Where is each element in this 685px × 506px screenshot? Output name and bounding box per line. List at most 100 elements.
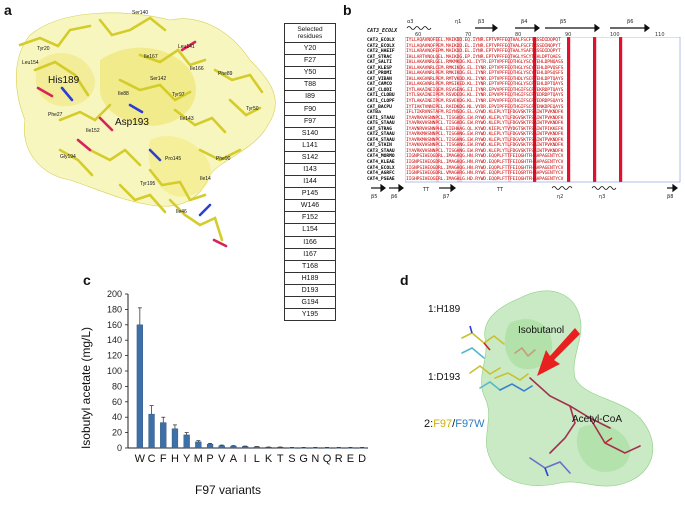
sequence-row: IIGHPSIHEQGERL.IMAGHLG.HD.RYWD.EQQPLFTTF… [406,176,564,182]
f97w-label: F97W [455,418,485,430]
ss-label: β3 [478,19,484,25]
residue-cell: S142 [284,150,336,164]
sequence-name: CAT_KLESP [367,65,392,71]
x-tick-label: C [148,453,156,465]
sequence-row: IYTLSKAINEIPEM.RSVDEDG.KL.IYNR.EPVVPFFEQ… [406,93,564,99]
ss-label: α3 [407,19,413,25]
panel-a-letter: a [4,2,12,18]
residue-cell: I89 [284,90,336,104]
sequence-row: IHLLAKGVNRLPEM.RMSIKED.KL.IYNR.EPTVPFFEQ… [406,82,564,88]
sequence-name: CAT1_CLOPF [367,99,395,105]
sequence-names: CAT3_ECOLX CAT2_ECOLX CAT2_HAEIF CAT_STRAC C… [367,38,395,182]
his189-label: His189 [48,75,80,86]
alignment-highlights [405,37,681,183]
sequence-name: CAT4_KLEAE [367,160,395,166]
sequence-row: IHLLAKGVNRLPEM.RMTVKDD.KL.IYNR.EPTVPFFEQ… [406,76,564,82]
ruler-tick: 70 [465,32,471,38]
sequence-name: CAT2_ECOLX [367,43,395,49]
sequence-name: CAT5_STAAU [367,121,395,127]
residue-cell: W146 [284,199,336,213]
ss-label: TT [422,187,430,193]
x-tick-label: T [277,453,284,465]
x-tick-label: D [358,453,366,465]
bar [230,445,237,449]
ruler-tick: 60 [415,32,421,38]
sequence-row: IYAVRKMHSNNPCL.TISGHNG.EW.RYWD.KLEPLYTLF… [406,137,564,143]
sequence-name: CAT_VIBAN [367,76,392,82]
sequence-name: CAT_BACPU [367,104,392,110]
sequence-row: IHLLAKAVNRLGEL.RMKMKDG.KL.IYTR.EPTVPFFEQ… [406,60,564,66]
residue-cell: I143 [284,162,336,177]
asp193-label: Asp193 [115,117,149,128]
ss-label: β6 [391,194,397,200]
sequence-name: CAT4_PSEAE [367,176,395,182]
ss-label: η2 [557,194,563,200]
secondary-structure-bottom: β5 β6 TT β7 TT η2 η3 β8 [371,184,678,200]
sequence-name: CAT3_ECOLX [367,38,395,43]
residue-label: Leu141 [178,44,195,50]
f97-variant-label: 2:F97/F97W [424,418,485,430]
residue-label: Ser142 [150,76,166,82]
residue-cell: Y20 [284,41,336,56]
sequence-name: CAT2_STAAU [367,132,395,138]
residue-cell: P145 [284,187,336,201]
y-tick-label: 20 [112,428,122,438]
sequence-row: IYAVKKVHSNNPCL.TISGHNG.EW.RYWD.KLEPLYTLF… [406,143,564,149]
bar [148,413,155,449]
d193-label: 1:D193 [428,372,461,383]
x-tick-label: K [265,453,273,465]
residue-label: Ile143 [180,116,194,122]
x-tick-label: Q [323,453,332,465]
sequence-name: CAT4_ECOLX [367,165,395,171]
ruler-tick: 100 [610,32,620,38]
panel-b-letter: b [343,2,352,18]
residue-cell: S140 [284,126,336,140]
sequence-name: CAT4_MORMO [367,154,395,160]
acetyl-coa-label: Acetyl-CoA [572,414,622,425]
sequence-row: IYTLAKAINEIQEM.RSVSENG.EI.IYNR.EPVVPFFEQ… [406,87,564,93]
residue-label: Ile152 [86,128,100,134]
x-tick-label: R [335,453,343,465]
sequence-name: CAT_STRAG [367,126,392,132]
ss-label: β5 [560,19,566,25]
sequence-name: CAT_CAMCO [367,82,392,88]
residue-label: Phe27 [48,112,63,118]
sequence-row: IYAVRKVHSNNPCL.TISGHDG.EW.RYWD.KLEPLYTLF… [406,115,564,121]
x-tick-label: Y [183,453,191,465]
sequence-row: IIGNPSIHEQGDRL.IMAGHQG.HN.RYWD.EQQPLFTTF… [406,154,564,160]
bar [218,445,225,449]
residue-cell: I166 [284,235,336,249]
residue-label: Phe89 [218,71,233,77]
secondary-structure-top: α3 η1 β3 β4 β5 β6 60 70 80 90 100 110 [406,19,665,38]
sequence-name: CAT1_CLOBU [367,93,395,99]
x-tick-label: F [160,453,167,465]
y-tick-label: 120 [107,351,122,361]
residue-label: Ile88 [118,91,129,97]
x-tick-label: M [194,453,203,465]
sequence-row: IYTIAKTVNNIPEL.RAIDKDG.NL.VYDR.EPVIPFFEQ… [406,104,564,110]
ruler-tick: 110 [655,32,665,38]
sequence-row: IFLTIKRVNSTAFM.RIYNSDG.EL.GYWD.KLEPLYTIF… [406,110,564,116]
sequence-row: IYLLARAVNQFEPM.MAIKDD.EL.IYNR.EPTVPFFEQT… [406,49,561,55]
residue-label: Tyr195 [140,181,156,187]
y-tick-label: 140 [107,335,122,345]
ss-label: η3 [599,194,605,200]
bar [253,446,260,449]
y-tick-label: 60 [112,397,122,407]
residue-cell: T168 [284,259,336,273]
ss-label: TT [496,187,504,193]
residue-label: Leu154 [22,60,39,66]
ss-label: β4 [521,19,527,25]
x-tick-label: I [244,453,247,465]
bar [242,446,249,449]
residue-label: Ile14 [200,176,211,182]
f97-label: F97 [433,418,452,430]
ss-label: η1 [455,19,461,25]
y-tick-label: 160 [107,320,122,330]
y-tick-label: 40 [112,412,122,422]
ss-label: β7 [443,194,449,200]
red-arrow-icon [537,328,580,376]
panel-d-structure: 1:H189 1:D193 Isobutanol Acetyl-CoA 2:F9… [424,290,654,487]
residue-cell: L141 [284,138,336,152]
ruler-tick: 90 [565,32,571,38]
